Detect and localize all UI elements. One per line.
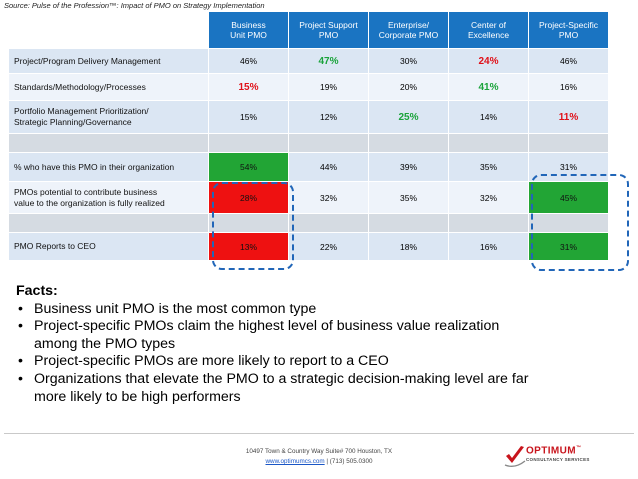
business-unit-highlight-outline: [212, 182, 294, 270]
list-item: • Project-specific PMOs are more likely t…: [18, 353, 389, 370]
header-project-specific-pmo: Project-Specific PMO: [528, 11, 609, 49]
header-center-of-excellence: Center of Excellence: [448, 11, 529, 49]
table-cell: 39%: [368, 152, 449, 182]
table-cell: 32%: [288, 181, 369, 214]
table-cell: 41%: [448, 73, 529, 101]
table-cell: 24%: [448, 48, 529, 74]
bullet-icon: •: [18, 353, 23, 370]
bullet-icon: •: [18, 370, 23, 387]
row-label: PMO Reports to CEO: [8, 232, 209, 261]
logo-tagline: CONSULTANCY SERVICES: [526, 457, 590, 462]
facts-title: Facts:: [16, 283, 58, 299]
bullet-icon: •: [18, 318, 23, 335]
table-cell: 15%: [208, 100, 289, 134]
table-separator-row: [8, 213, 609, 233]
row-label: Project/Program Delivery Management: [8, 48, 209, 74]
table-cell: 44%: [288, 152, 369, 182]
table-cell: 20%: [368, 73, 449, 101]
facts-list: • Business unit PMO is the most common ty…: [16, 301, 528, 407]
table-header-row: Business Unit PMO Project Support PMO Ente…: [8, 11, 609, 49]
table-cell: 31%: [528, 232, 609, 261]
optimum-logo: OPTIMUM™ CONSULTANCY SERVICES: [504, 443, 634, 469]
table-cell: 54%: [208, 152, 289, 182]
table-cell: 18%: [368, 232, 449, 261]
bullet-icon: •: [18, 300, 23, 317]
table-row: % who have this PMO in their organizatio…: [8, 152, 609, 182]
table-cell: 12%: [288, 100, 369, 134]
table-cell: 32%: [448, 181, 529, 214]
footer-address: 10497 Town & Country Way Suite# 700 Hous…: [245, 448, 393, 455]
table-cell: 19%: [288, 73, 369, 101]
table-separator-row: [8, 133, 609, 153]
table-cell: 22%: [288, 232, 369, 261]
logo-wordmark: OPTIMUM™: [526, 445, 582, 457]
table-cell: 35%: [368, 181, 449, 214]
row-label: Portfolio Management Prioritization/Stra…: [8, 100, 209, 134]
pmo-comparison-table: Business Unit PMO Project Support PMO Ente…: [8, 11, 609, 261]
footer-links: www.optimumcs.com | (713) 505.0300: [265, 458, 373, 465]
row-label: % who have this PMO in their organizatio…: [8, 152, 209, 182]
website-link[interactable]: www.optimumcs.com: [265, 458, 325, 465]
table-cell: 46%: [208, 48, 289, 74]
table-cell: 45%: [528, 181, 609, 214]
list-item: • Business unit PMO is the most common ty…: [18, 300, 317, 317]
table-cell: 16%: [528, 73, 609, 101]
table-row: PMOs potential to contribute business val…: [8, 181, 609, 214]
row-label: Standards/Methodology/Processes: [8, 73, 209, 101]
list-item: • Organizations that elevate the PMO to a…: [18, 370, 529, 405]
table-cell: 15%: [208, 73, 289, 101]
table-cell: 46%: [528, 48, 609, 74]
table-cell: 47%: [288, 48, 369, 74]
table-cell: 13%: [208, 232, 289, 261]
table-row: PMO Reports to CEO 13% 22% 18% 16% 31%: [8, 232, 609, 261]
header-enterprise-pmo: Enterprise/Corporate PMO: [368, 11, 449, 49]
phone-number: (713) 505.0300: [329, 458, 373, 465]
table-cell: 11%: [528, 100, 609, 134]
red-check-swoosh-icon: [504, 446, 526, 468]
table-cell: 31%: [528, 152, 609, 182]
facts-section: Facts: • Business unit PMO is the most co…: [16, 283, 528, 406]
table-cell: 30%: [368, 48, 449, 74]
table-cell: 14%: [448, 100, 529, 134]
row-label: PMOs potential to contribute business val…: [8, 181, 209, 214]
header-project-support-pmo: Project Support PMO: [288, 11, 369, 49]
source-caption: Source: Pulse of the Profession™: Impact…: [4, 1, 265, 10]
table-cell: 16%: [448, 232, 529, 261]
table-row: Portfolio Management Prioritization/Stra…: [8, 100, 609, 134]
header-business-unit-pmo: Business Unit PMO: [208, 11, 289, 49]
footer-divider: [4, 433, 634, 434]
table-cell: 35%: [448, 152, 529, 182]
footer-contact: 10497 Town & Country Way Suite# 700 Hous…: [200, 447, 438, 467]
project-specific-highlight-outline: [531, 174, 629, 271]
list-item: • Project-specific PMOs claim the highest…: [18, 318, 500, 352]
table-row: Standards/Methodology/Processes 15% 19% …: [8, 73, 609, 101]
table-cell: 25%: [368, 100, 449, 134]
header-corner: [8, 11, 209, 49]
table-row: Project/Program Delivery Management 46% …: [8, 48, 609, 74]
